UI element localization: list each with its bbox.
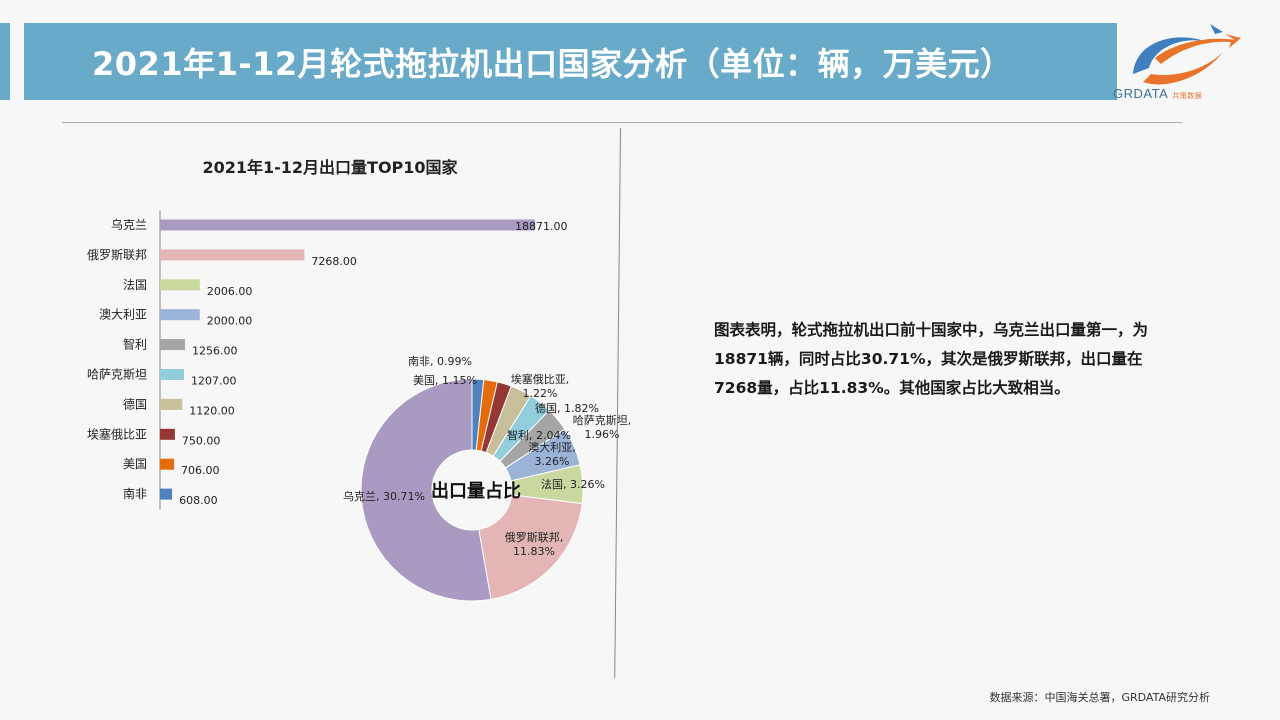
donut-slice-label: 哈萨克斯坦, 1.96%	[573, 413, 632, 441]
bar-value-label: 7268.00	[311, 255, 357, 268]
donut-slice-label: 法国, 3.26%	[541, 477, 605, 491]
bar	[160, 369, 184, 380]
bar	[160, 309, 200, 321]
bar	[160, 488, 173, 500]
bar-category-label: 澳大利亚	[99, 308, 147, 322]
bar	[160, 428, 175, 440]
export-share-donut-chart: 南非, 0.99% 美国, 1.15% 埃塞俄比亚, 1.22%德国, 1.82%哈萨…	[343, 355, 631, 602]
donut-slice-label: 俄罗斯联邦, 11.83%	[505, 531, 564, 558]
page-title: 2021年1-12月轮式拖拉机出口国家分析（单位：辆，万美元）	[92, 44, 1013, 83]
donut-slice	[360, 378, 492, 602]
logo-text: GRDATA	[1113, 86, 1169, 101]
bar-category-label: 智利	[123, 337, 147, 352]
header-divider	[62, 122, 1182, 123]
bar	[160, 458, 175, 470]
bar-value-label: 2006.00	[207, 285, 253, 298]
bar-category-label: 哈萨克斯坦	[87, 368, 147, 382]
analysis-paragraph: 图表表明，轮式拖拉机出口前十国家中，乌克兰出口量第一，为18871辆，同时占比3…	[714, 321, 1149, 397]
bar	[160, 339, 185, 351]
data-source-note: 数据来源：中国海关总署，GRDATA研究分析	[989, 691, 1210, 704]
logo-swoosh-icon	[1133, 24, 1241, 85]
bar-value-label: 750.00	[182, 434, 221, 447]
donut-slice-label: 澳大利亚, 3.26%	[528, 440, 576, 468]
title-bar: 2021年1-12月轮式拖拉机出口国家分析（单位：辆，万美元）	[24, 23, 1117, 100]
bar-value-label: 706.00	[181, 464, 220, 477]
title-accent-bar	[0, 23, 10, 100]
logo-cn-text: 共策数据	[1172, 93, 1203, 100]
top10-bar-chart: 2021年1-12月出口量TOP10国家 乌克兰 18871.00 俄罗斯联邦 726…	[87, 158, 568, 510]
bar-category-label: 俄罗斯联邦	[87, 248, 147, 262]
bar	[160, 279, 200, 291]
donut-slices	[360, 378, 584, 602]
donut-slice-label: 智利, 2.04%	[507, 428, 571, 442]
bar-chart-title: 2021年1-12月出口量TOP10国家	[202, 158, 458, 177]
bar-category-label: 法国	[123, 278, 147, 292]
donut-slice	[478, 494, 583, 600]
bar-value-label: 1256.00	[192, 345, 238, 358]
bar	[160, 219, 535, 231]
bar-value-label: 1120.00	[189, 404, 235, 417]
bar-value-label: 18871.00	[515, 220, 568, 233]
donut-slice-label: 美国, 1.15%	[413, 374, 477, 387]
bar-category-label: 埃塞俄比亚	[87, 426, 147, 441]
donut-slice-label: 乌克兰, 30.71%	[343, 489, 425, 503]
donut-center-title: 出口量占比	[431, 480, 521, 502]
donut-slice-label: 埃塞俄比亚, 1.22%	[511, 372, 570, 400]
bar	[160, 398, 183, 410]
bar-series: 乌克兰 18871.00 俄罗斯联邦 7268.00 法国 2006.00 澳大利亚 2000…	[87, 217, 568, 507]
donut-slice-label: 南非, 0.99%	[408, 355, 472, 368]
donut-slice-label: 德国, 1.82%	[535, 401, 599, 415]
bar	[160, 249, 305, 261]
donut-labels: 南非, 0.99% 美国, 1.15% 埃塞俄比亚, 1.22%德国, 1.82%哈萨…	[343, 355, 631, 558]
bar-category-label: 美国	[123, 457, 147, 471]
bar-category-label: 南非	[123, 486, 147, 501]
grdata-logo	[1133, 24, 1241, 85]
bar-category-label: 乌克兰	[111, 217, 147, 232]
logo-wordmark: GRDATA 共策数据	[1113, 86, 1202, 101]
bar-value-label: 608.00	[179, 494, 218, 507]
bar-value-label: 1207.00	[191, 375, 237, 388]
bar-category-label: 德国	[123, 396, 147, 411]
bar-value-label: 2000.00	[207, 315, 253, 328]
